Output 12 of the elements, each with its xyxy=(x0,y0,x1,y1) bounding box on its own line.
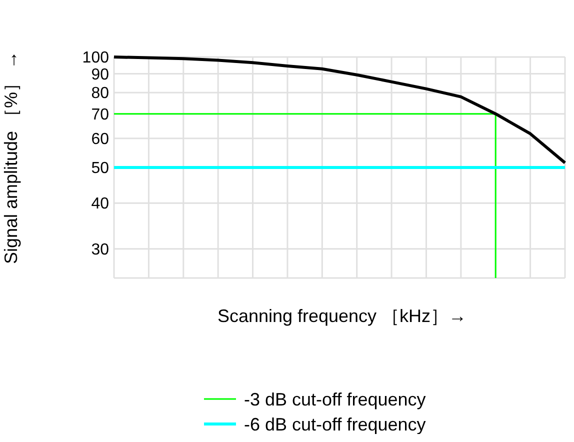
legend-label: -6 dB cut-off frequency xyxy=(244,414,426,434)
y-tick-label: 70 xyxy=(91,106,110,124)
y-tick-label: 40 xyxy=(91,196,110,213)
y-axis-title: Signal amplitude ［%］ → xyxy=(1,50,21,264)
x-axis-title: Scanning frequency ［kHz］→ xyxy=(217,306,467,326)
y-tick-label: 80 xyxy=(91,85,110,102)
y-tick-label: 90 xyxy=(91,66,110,84)
y-tick-label: 60 xyxy=(91,131,110,148)
y-tick-label: 50 xyxy=(91,160,110,178)
legend-label: -3 dB cut-off frequency xyxy=(244,389,426,410)
y-tick-label: 30 xyxy=(91,242,110,259)
y-tick-label: 100 xyxy=(82,50,110,67)
